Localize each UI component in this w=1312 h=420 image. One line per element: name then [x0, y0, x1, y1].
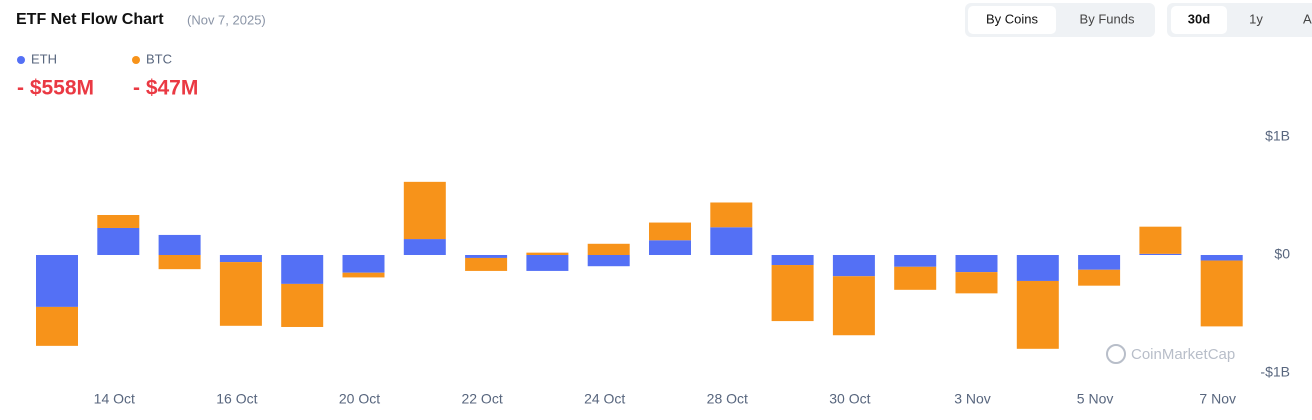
bar-segment: [587, 255, 630, 267]
bar-segment: [36, 255, 78, 307]
title: ETF Net Flow Chart: [16, 11, 164, 28]
bar-segment: [281, 283, 324, 327]
x-tick-label: 16 Oct: [216, 391, 257, 407]
total: - $47M: [133, 77, 198, 100]
bar-segment: [771, 255, 814, 266]
x-tick-label: 30 Oct: [829, 391, 870, 407]
bar-segment: [649, 240, 691, 255]
date: (Nov 7, 2025): [187, 12, 266, 27]
x-tick-label: 20 Oct: [339, 391, 380, 407]
bar-segment: [832, 276, 875, 336]
bar-segment: [1016, 255, 1059, 281]
tab-active: [968, 6, 1056, 34]
bar-segment: [342, 272, 385, 278]
bar-segment: [1200, 255, 1243, 261]
bar-segment: [955, 272, 998, 294]
watermark: CoinMarketCap: [1106, 344, 1235, 364]
watermark-text: CoinMarketCap: [1131, 346, 1235, 363]
bar-segment: [710, 202, 753, 228]
bar-segment: [158, 234, 201, 255]
bar-segment: [1139, 253, 1182, 255]
bar-segment: [526, 252, 569, 255]
bar-segment: [894, 266, 937, 290]
x-tick-label: 24 Oct: [584, 391, 625, 407]
bar-segment: [1078, 255, 1121, 270]
tab[interactable]: By Funds: [1080, 11, 1135, 26]
x-tick-label: 7 Nov: [1199, 391, 1236, 407]
bar-segment: [97, 227, 140, 255]
bar-segment: [955, 255, 998, 273]
bar-segment: [1139, 226, 1182, 254]
y-tick-label: $1B: [1265, 128, 1290, 144]
tab[interactable]: 30d: [1188, 11, 1210, 26]
bar-segment: [465, 255, 508, 258]
legend-label: ETH: [31, 51, 57, 66]
tab-active: [1171, 6, 1227, 34]
bar-segment: [465, 257, 508, 271]
bar-segment: [587, 243, 630, 255]
tab[interactable]: All: [1303, 11, 1312, 26]
bar-segment: [403, 181, 446, 240]
bar-segment: [832, 255, 875, 277]
bar-segment: [1200, 260, 1243, 327]
bar-segment: [158, 255, 201, 270]
tab[interactable]: By Coins: [986, 11, 1039, 26]
bar-segment: [526, 255, 569, 271]
bar-segment: [97, 214, 140, 228]
x-tick-label: 3 Nov: [954, 391, 991, 407]
bar-segment: [771, 265, 814, 322]
tab[interactable]: 1y: [1249, 11, 1263, 26]
bar-segment: [894, 255, 937, 267]
legend-dot: [132, 56, 140, 64]
y-tick-label: -$1B: [1260, 364, 1290, 380]
legend-label: BTC: [146, 51, 172, 66]
x-tick-label: 22 Oct: [461, 391, 502, 407]
bar-segment: [403, 239, 446, 255]
x-tick-label: 5 Nov: [1077, 391, 1114, 407]
bar-segment: [1078, 269, 1121, 286]
legend-dot: [17, 56, 25, 64]
total: - $558M: [17, 77, 94, 100]
bar-segment: [649, 222, 691, 241]
bar-segment: [219, 262, 262, 326]
bar-segment: [1016, 280, 1059, 349]
bar-segment: [710, 227, 753, 255]
x-tick-label: 28 Oct: [707, 391, 748, 407]
bar-segment: [36, 306, 78, 346]
y-tick-label: $0: [1274, 246, 1290, 262]
bar-segment: [281, 255, 324, 284]
bar-segment: [342, 255, 385, 273]
x-tick-label: 14 Oct: [94, 391, 135, 407]
bar-segment: [219, 255, 262, 263]
